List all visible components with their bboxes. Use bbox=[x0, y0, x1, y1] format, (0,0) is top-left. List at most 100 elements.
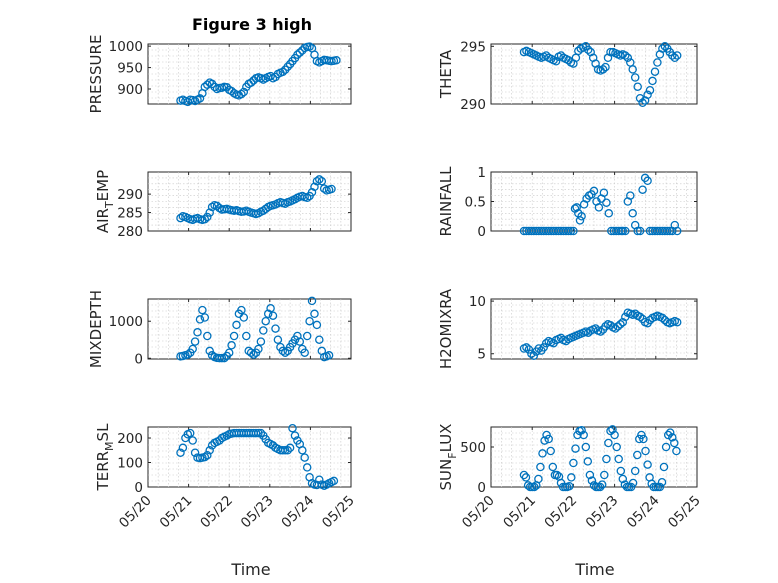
ytick-label-air_temp-2: 290 bbox=[117, 187, 143, 203]
point-sun_flux-25 bbox=[571, 444, 580, 453]
point-sun_flux-73 bbox=[670, 438, 679, 448]
point-mixdepth-12 bbox=[205, 346, 214, 356]
point-rainfall-50 bbox=[638, 185, 647, 194]
point-theta-52 bbox=[648, 76, 657, 86]
point-mixdepth-37 bbox=[266, 304, 275, 313]
point-sun_flux-31 bbox=[583, 457, 593, 466]
point-terr_msl-43 bbox=[280, 446, 290, 455]
point-theta-13 bbox=[551, 57, 561, 66]
point-h2omixra-1 bbox=[522, 343, 531, 352]
point-mixdepth-7 bbox=[193, 328, 202, 337]
point-pressure-8 bbox=[195, 94, 205, 103]
point-mixdepth-6 bbox=[190, 337, 200, 346]
point-rainfall-46 bbox=[628, 209, 637, 218]
point-pressure-11 bbox=[203, 80, 212, 89]
point-theta-42 bbox=[623, 53, 633, 63]
point-mixdepth-27 bbox=[242, 331, 251, 341]
y-axis-label-air_temp: AIRTEMP bbox=[94, 170, 116, 233]
point-terr_msl-51 bbox=[300, 453, 309, 462]
y-axis-label-h2omixra: H2OMIXRA bbox=[437, 288, 455, 369]
point-theta-41 bbox=[621, 51, 630, 60]
ytick-label-pressure-0: 900 bbox=[117, 82, 143, 98]
point-sun_flux-41 bbox=[604, 438, 613, 448]
y-axis-label-theta: THETA bbox=[437, 49, 455, 99]
point-theta-50 bbox=[643, 90, 652, 100]
point-terr_msl-11 bbox=[203, 450, 212, 460]
point-mixdepth-3 bbox=[183, 350, 193, 359]
point-sun_flux-7 bbox=[534, 474, 543, 484]
point-h2omixra-40 bbox=[618, 317, 628, 327]
x-axis-label-right: Time bbox=[574, 560, 614, 579]
point-mixdepth-23 bbox=[232, 320, 241, 330]
y-axis-label-mixdepth: MIXDEPTH bbox=[87, 290, 105, 368]
point-sun_flux-71 bbox=[665, 428, 675, 437]
ytick-label-rainfall-0: 0 bbox=[477, 224, 486, 240]
point-h2omixra-39 bbox=[616, 320, 625, 329]
xtick-label-sun_flux-1: 05/21 bbox=[500, 493, 539, 532]
xtick-label-terr_msl-2: 05/22 bbox=[197, 493, 236, 532]
point-theta-35 bbox=[606, 47, 615, 57]
point-sun_flux-67 bbox=[657, 477, 667, 487]
point-sun_flux-57 bbox=[637, 430, 646, 440]
xtick-label-terr_msl-1: 05/21 bbox=[157, 493, 196, 532]
point-sun_flux-23 bbox=[567, 473, 576, 482]
point-sun_flux-11 bbox=[542, 430, 551, 440]
point-terr_msl-6 bbox=[190, 448, 200, 457]
point-h2omixra-37 bbox=[611, 324, 620, 333]
ytick-label-mixdepth-1: 1000 bbox=[109, 314, 143, 330]
point-rainfall-35 bbox=[602, 198, 611, 207]
ytick-label-mixdepth-0: 0 bbox=[134, 351, 143, 367]
subplot-h2omixra: 5 10 H2OMIXRA bbox=[437, 288, 698, 369]
point-theta-53 bbox=[650, 67, 660, 76]
point-mixdepth-36 bbox=[263, 309, 273, 319]
point-mixdepth-20 bbox=[224, 348, 234, 357]
point-mixdepth-11 bbox=[203, 331, 212, 341]
x-axis-label-left: Time bbox=[230, 560, 270, 579]
point-pressure-29 bbox=[246, 78, 256, 87]
point-theta-57 bbox=[660, 42, 670, 51]
point-sun_flux-1 bbox=[521, 473, 531, 482]
point-sun_flux-68 bbox=[659, 462, 669, 472]
point-mixdepth-39 bbox=[271, 324, 280, 333]
series-theta bbox=[519, 42, 682, 108]
point-mixdepth-61 bbox=[324, 351, 334, 360]
ytick-label-h2omixra-0: 5 bbox=[477, 347, 486, 363]
point-sun_flux-14 bbox=[548, 462, 558, 472]
point-air_temp-57 bbox=[315, 175, 324, 184]
point-theta-60 bbox=[668, 51, 677, 60]
point-rainfall-45 bbox=[626, 191, 635, 200]
point-sun_flux-70 bbox=[663, 430, 673, 440]
point-rainfall-43 bbox=[621, 226, 630, 236]
figure-title: Figure 3 high bbox=[192, 15, 312, 34]
point-terr_msl-42 bbox=[278, 446, 288, 455]
point-sun_flux-45 bbox=[612, 442, 621, 452]
point-sun_flux-26 bbox=[573, 430, 582, 440]
subplot-rainfall: 0 0.5 1 RAINFALL bbox=[437, 165, 698, 240]
ytick-label-rainfall-2: 1 bbox=[477, 165, 486, 181]
point-sun_flux-0 bbox=[519, 470, 529, 480]
y-axis-label-pressure: PRESSURE bbox=[87, 35, 105, 114]
point-rainfall-25 bbox=[577, 212, 586, 221]
point-rainfall-19 bbox=[566, 226, 576, 236]
point-terr_msl-57 bbox=[315, 475, 324, 484]
point-theta-48 bbox=[638, 98, 647, 108]
series-h2omixra bbox=[519, 308, 682, 361]
point-pressure-42 bbox=[278, 67, 288, 77]
point-rainfall-34 bbox=[599, 188, 609, 197]
point-sun_flux-10 bbox=[540, 436, 549, 445]
point-pressure-64 bbox=[332, 56, 341, 65]
point-mixdepth-56 bbox=[312, 320, 322, 330]
point-h2omixra-56 bbox=[658, 313, 667, 323]
point-mixdepth-29 bbox=[246, 348, 256, 357]
xtick-label-terr_msl-5: 05/25 bbox=[319, 493, 358, 532]
y-axis-label-terr_msl: TERRMSL bbox=[94, 423, 116, 492]
point-mixdepth-38 bbox=[268, 311, 278, 320]
point-mixdepth-25 bbox=[237, 305, 246, 315]
point-h2omixra-3 bbox=[527, 349, 536, 358]
point-mixdepth-21 bbox=[227, 341, 236, 350]
point-pressure-25 bbox=[237, 89, 246, 99]
subplot-theta: 290 295 THETA bbox=[437, 39, 698, 113]
